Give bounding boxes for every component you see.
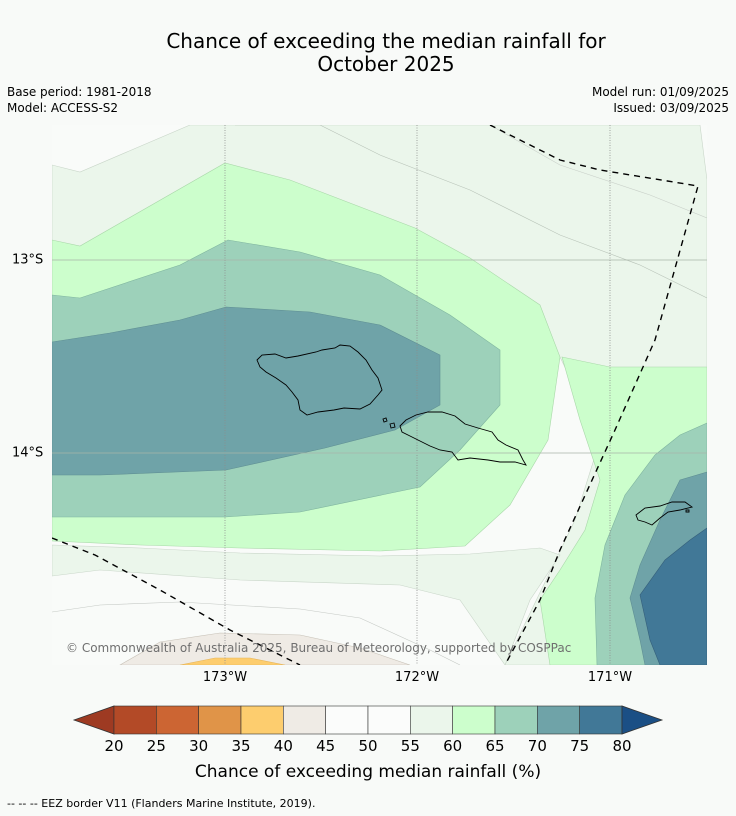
colorbar-box [325,705,369,735]
lon-label-172w: 172°W [394,670,440,685]
colorbar-tick-label: 60 [443,737,463,755]
colorbar-tick-label: 65 [485,737,505,755]
colorbar-box [156,705,199,735]
upolu-island [399,411,527,466]
colorbar-tick-label: 70 [527,737,547,755]
model-run: Model run: 01/09/2025 [591,85,729,99]
colorbar-box [452,705,496,735]
contour-45-50-line [52,601,461,665]
colorbar-tick-label: 55 [400,737,420,755]
colorbar-tick-label: 25 [146,737,166,755]
colorbar-box [367,705,411,735]
rainfall-map [52,125,707,665]
colorbar-tick-label: 80 [612,737,632,755]
colorbar-box [283,705,326,735]
contour-40-45 [119,632,411,665]
contour-35-40 [179,657,286,665]
tutuila-island [635,501,694,526]
colorbar-tick-label: 30 [189,737,209,755]
lat-label-13s: 13°S [12,252,44,268]
contour-55-60-south [52,544,561,665]
chart-title: Chance of exceeding the median rainfall … [0,30,736,76]
colorbar-box [537,705,580,735]
meta-right: Model run: 01/09/2025 Issued: 03/09/2025 [592,84,729,116]
colorbar-tick-label: 75 [570,737,590,755]
colorbar-box [579,705,623,735]
colorbar-tick-label: 50 [358,737,378,755]
base-period: Base period: 1981-2018 [7,85,152,99]
issued-date: Issued: 03/09/2025 [613,101,729,115]
manono-island [382,417,388,423]
colorbar-arrow-high [621,705,664,735]
colorbar-arrow-low [72,705,115,735]
colorbar-box [494,705,538,735]
colorbar-box [113,705,157,735]
colorbar-box [198,705,242,735]
colorbar-tick-label: 35 [231,737,251,755]
apolima-island [389,422,396,429]
contour-75-80-east [639,527,707,665]
title-line-1: Chance of exceeding the median rainfall … [166,29,606,53]
colorbar [72,705,664,735]
title-line-2: October 2025 [317,52,455,76]
colorbar-tick-label: 45 [316,737,336,755]
colorbar-tick-label: 20 [104,737,124,755]
savaii-island [256,344,383,416]
colorbar-box [240,705,284,735]
meta-left: Base period: 1981-2018 Model: ACCESS-S2 [7,84,152,116]
colorbar-title: Chance of exceeding median rainfall (%) [194,762,542,782]
lon-label-171w: 171°W [587,670,633,685]
contour-70-75 [52,306,441,476]
contour-northern-line [235,125,707,299]
aunuu-island [685,509,690,513]
model-name: Model: ACCESS-S2 [7,101,119,115]
copyright-notice: © Commonwealth of Australia 2025, Bureau… [66,641,572,655]
eez-footnote: -- -- -- EEZ border V11 (Flanders Marine… [7,797,316,810]
lat-label-14s: 14°S [12,445,44,461]
lon-label-173w: 173°W [202,670,248,685]
colorbar-box [410,705,453,735]
colorbar-tick-label: 40 [273,737,293,755]
contour-northeast-line [489,125,707,219]
eez-border-east [489,125,699,665]
